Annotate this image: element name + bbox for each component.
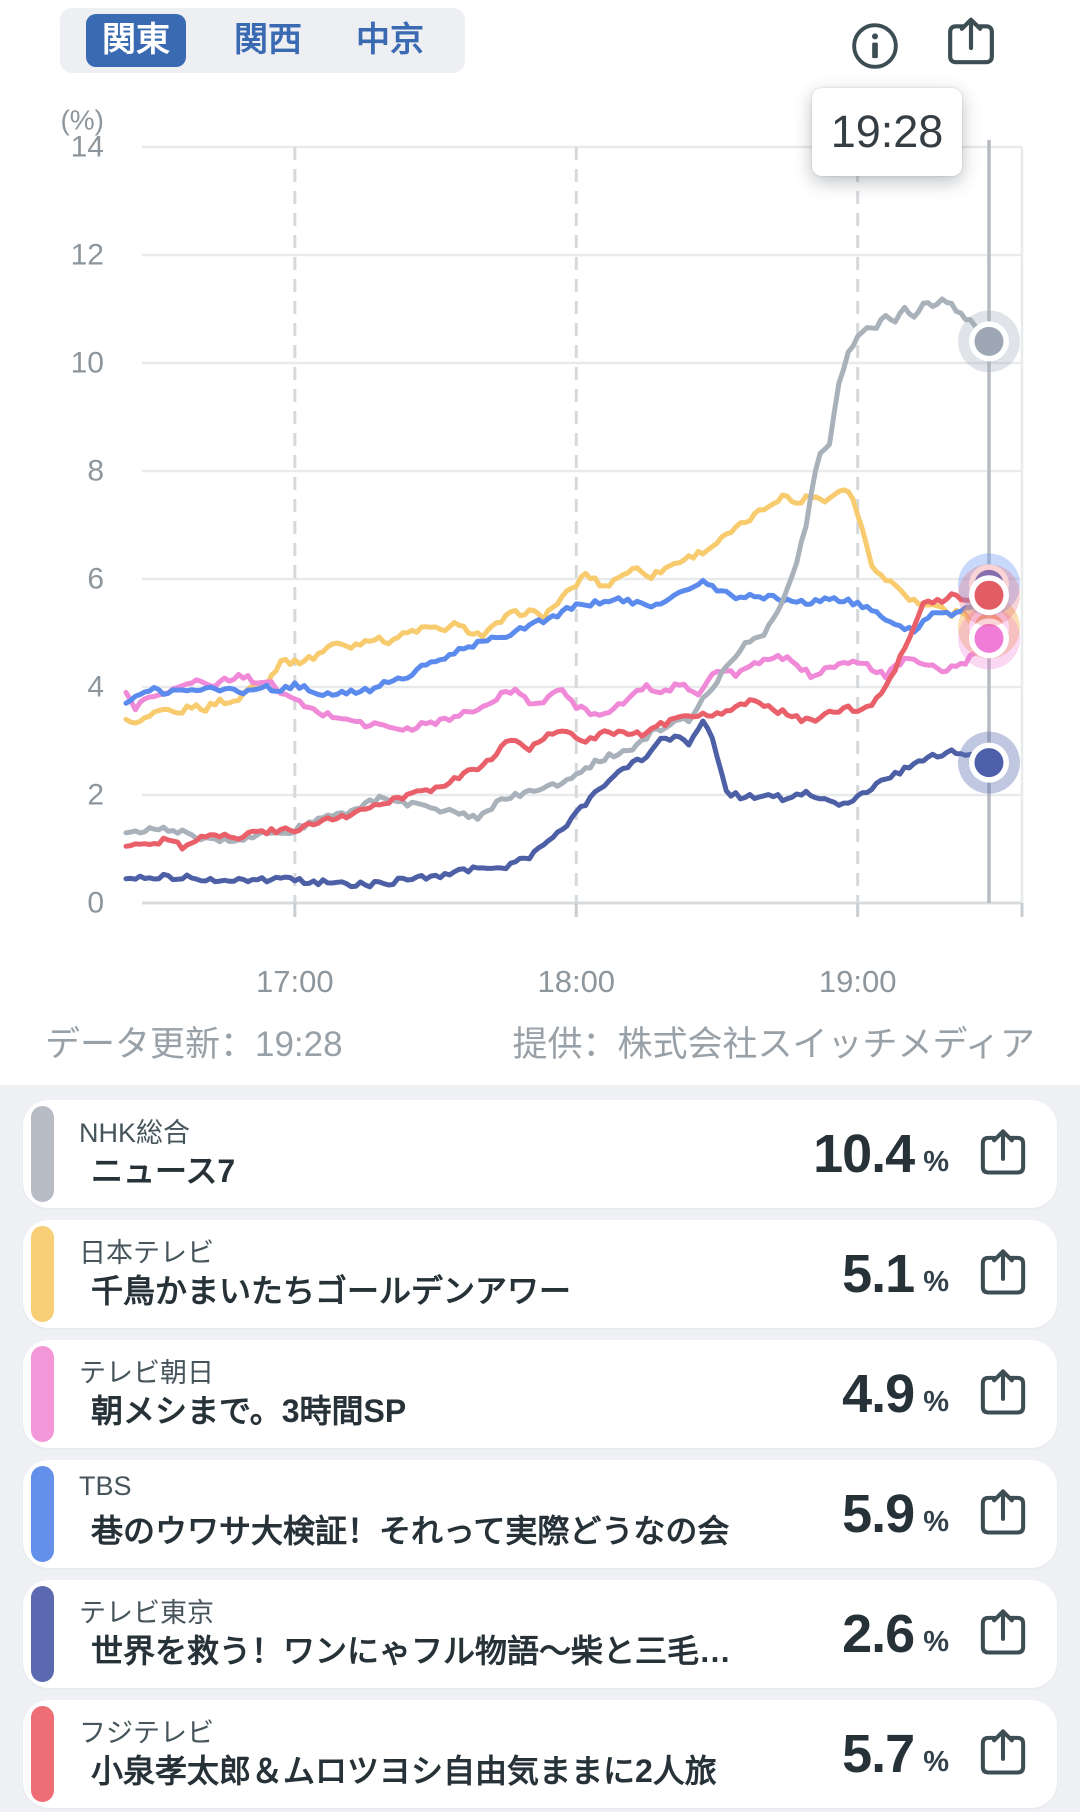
channel-name: フジテレビ [79,1718,214,1748]
channel-name: テレビ東京 [79,1598,214,1628]
series-line-4 [123,718,992,890]
row-share-button[interactable] [974,1363,1032,1425]
rating-unit: % [923,1265,949,1298]
program-title: 朝メシまで。3時間SP [91,1393,407,1429]
channel-name: TBS [79,1471,132,1501]
rating-value-block: 5.9 % [842,1460,949,1568]
info-icon [852,23,898,69]
data-source-label: 提供：株式会社スイッチメディア [512,1025,1035,1064]
tab-kansai[interactable]: 関西 [234,21,302,59]
rating-value: 2.6 [842,1604,915,1664]
channel-name: NHK総合 [79,1118,191,1148]
rating-value: 5.1 [842,1244,915,1304]
tab-chukyo[interactable]: 中京 [356,21,424,59]
tooltip-time-text: 19:28 [830,106,944,157]
channel-color-bar [31,1586,54,1682]
program-title: 世界を救う！ワンにゃフル物語〜柴と三毛… [91,1633,732,1669]
series-line-1 [123,635,992,733]
program-title: 巷のウワサ大検証！それって実際どうなの会 [91,1513,730,1549]
share-button[interactable] [941,13,1001,73]
series-line-3 [123,296,992,845]
channel-color-bar [31,1706,54,1802]
share-icon [980,1729,1026,1775]
channel-row[interactable]: 日本テレビ 千鳥かまいたちゴールデンアワー 5.1 % [23,1220,1057,1328]
program-title: ニュース7 [91,1153,236,1189]
row-share-button[interactable] [974,1603,1032,1665]
series-line-5 [123,590,992,852]
row-share-button[interactable] [974,1243,1032,1305]
tab-kanto[interactable]: 関東 [86,14,186,67]
share-icon [980,1489,1026,1535]
info-button[interactable] [845,16,905,76]
x-axis-tick-label: 19:00 [819,964,897,999]
rating-value: 5.9 [842,1484,915,1544]
rating-value-block: 4.9 % [842,1340,949,1448]
rating-unit: % [923,1385,949,1418]
channel-name: 日本テレビ [79,1238,214,1268]
rating-value: 4.9 [842,1364,915,1424]
series-line-2 [123,578,992,706]
y-axis-tick-label: 10 [71,347,104,380]
y-axis-tick-label: 4 [87,671,104,704]
rating-unit: % [923,1505,949,1538]
channel-row[interactable]: NHK総合 ニュース7 10.4 % [23,1100,1057,1208]
data-updated-label: データ更新：19:28 [45,1025,343,1064]
series-marker[interactable] [974,748,1004,778]
y-axis-tick-label: 2 [87,779,104,812]
share-icon [980,1369,1026,1415]
region-tab-bar: 関東 関西 中京 [60,8,465,73]
rating-unit: % [923,1625,949,1658]
share-icon [980,1609,1026,1655]
row-share-button[interactable] [974,1123,1032,1185]
share-icon [980,1249,1026,1295]
channel-row[interactable]: TBS 巷のウワサ大検証！それって実際どうなの会 5.9 % [23,1460,1057,1568]
rating-value: 5.7 [842,1724,915,1784]
y-axis-tick-label: 0 [87,887,104,920]
y-axis-tick-label: 12 [71,239,104,272]
row-share-button[interactable] [974,1723,1032,1785]
program-title: 千鳥かまいたちゴールデンアワー [91,1273,572,1309]
rating-unit: % [923,1745,949,1778]
y-axis-unit-label: (%) [60,105,104,136]
y-axis-tick-label: 14 [71,131,104,164]
rating-value: 10.4 [813,1124,915,1184]
y-axis-tick-label: 8 [87,455,104,488]
rating-value-block: 5.1 % [842,1220,949,1328]
rating-unit: % [923,1145,949,1178]
share-icon [948,17,994,65]
channel-list: NHK総合 ニュース7 10.4 % 日本テレビ 千鳥かまいたちゴールデンアワー… [0,1085,1080,1812]
program-title: 小泉孝太郎＆ムロツヨシ自由気ままに2人旅 [91,1753,717,1789]
channel-color-bar [31,1226,54,1322]
rating-value-block: 5.7 % [842,1700,949,1808]
x-axis-tick-label: 18:00 [537,964,615,999]
share-icon [980,1129,1026,1175]
channel-color-bar [31,1106,54,1202]
channel-row[interactable]: テレビ東京 世界を救う！ワンにゃフル物語〜柴と三毛… 2.6 % [23,1580,1057,1688]
series-marker[interactable] [974,623,1004,653]
x-axis-tick-label: 17:00 [256,964,334,999]
series-line-0 [123,487,992,726]
y-axis-tick-label: 6 [87,563,104,596]
channel-color-bar [31,1346,54,1442]
chart-meta: データ更新：19:28 提供：株式会社スイッチメディア [45,1016,1035,1067]
channel-color-bar [31,1466,54,1562]
time-tooltip: 19:28 [812,88,962,176]
channel-row[interactable]: フジテレビ 小泉孝太郎＆ムロツヨシ自由気ままに2人旅 5.7 % [23,1700,1057,1808]
channel-name: テレビ朝日 [79,1358,214,1388]
row-share-button[interactable] [974,1483,1032,1545]
series-marker[interactable] [974,580,1004,610]
series-marker[interactable] [974,326,1004,356]
rating-value-block: 2.6 % [842,1580,949,1688]
rating-value-block: 10.4 % [813,1100,949,1208]
channel-row[interactable]: テレビ朝日 朝メシまで。3時間SP 4.9 % [23,1340,1057,1448]
